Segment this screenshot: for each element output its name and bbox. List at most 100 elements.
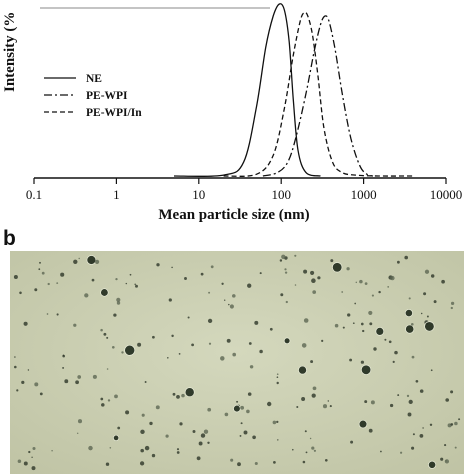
particle bbox=[125, 410, 130, 415]
particle bbox=[208, 342, 212, 345]
particle bbox=[283, 337, 291, 345]
particle bbox=[228, 303, 230, 306]
particle bbox=[404, 255, 408, 260]
particle bbox=[224, 412, 229, 417]
particle bbox=[100, 397, 104, 401]
particle bbox=[113, 313, 117, 317]
particle bbox=[77, 375, 82, 379]
particle bbox=[176, 395, 180, 399]
particle bbox=[88, 445, 93, 451]
particle bbox=[105, 462, 110, 466]
particle bbox=[210, 265, 214, 269]
particle bbox=[101, 403, 105, 407]
particle bbox=[91, 278, 95, 282]
particle bbox=[176, 448, 180, 451]
particle bbox=[167, 357, 169, 359]
particle bbox=[192, 430, 196, 433]
particle bbox=[171, 266, 173, 269]
particle bbox=[254, 320, 259, 325]
particles bbox=[13, 254, 461, 471]
particle bbox=[237, 462, 241, 467]
particle bbox=[349, 358, 353, 362]
particle bbox=[14, 365, 17, 369]
particle bbox=[184, 387, 195, 398]
particle bbox=[230, 458, 234, 462]
particle bbox=[405, 324, 415, 334]
legend-label: PE-WPI/In bbox=[86, 107, 142, 119]
particle bbox=[23, 321, 28, 326]
particle bbox=[428, 460, 437, 469]
x-tick-label: 100 bbox=[271, 187, 291, 202]
particle bbox=[277, 439, 279, 441]
particle bbox=[196, 456, 201, 461]
series-line-pe-wpi bbox=[262, 15, 374, 177]
particle bbox=[302, 460, 306, 464]
particle bbox=[433, 300, 437, 304]
particle bbox=[450, 390, 454, 394]
particle bbox=[27, 369, 30, 371]
x-tick-label: 10000 bbox=[430, 187, 463, 202]
particle bbox=[280, 293, 284, 297]
particle bbox=[430, 274, 435, 278]
particle bbox=[312, 386, 317, 391]
particle bbox=[151, 453, 156, 458]
particle bbox=[135, 284, 138, 288]
particle bbox=[450, 423, 454, 426]
particle bbox=[109, 447, 112, 449]
particle bbox=[384, 338, 387, 341]
particle bbox=[16, 389, 19, 392]
particle bbox=[310, 270, 315, 275]
particle bbox=[247, 392, 252, 396]
particle bbox=[303, 318, 309, 323]
particle bbox=[155, 405, 160, 410]
particle bbox=[298, 365, 307, 375]
particle bbox=[285, 300, 288, 304]
particle bbox=[408, 297, 411, 300]
particle bbox=[23, 461, 28, 466]
particle bbox=[207, 318, 213, 324]
particle bbox=[346, 267, 350, 271]
particle bbox=[21, 380, 25, 385]
particle bbox=[294, 254, 297, 257]
particle bbox=[100, 328, 103, 332]
particle bbox=[200, 272, 204, 276]
particle bbox=[243, 430, 248, 435]
particle bbox=[34, 382, 39, 387]
particle bbox=[397, 260, 400, 264]
particle bbox=[32, 446, 36, 451]
particle bbox=[75, 380, 79, 385]
particle bbox=[388, 340, 392, 344]
particle bbox=[440, 457, 444, 461]
particle bbox=[281, 254, 286, 259]
particle bbox=[100, 288, 109, 297]
y-axis-label: Intensity (% bbox=[2, 12, 18, 92]
particle bbox=[187, 316, 190, 319]
curves bbox=[173, 3, 414, 178]
particle bbox=[247, 283, 252, 288]
legend-label: NE bbox=[86, 73, 102, 85]
particle bbox=[232, 352, 237, 357]
particle bbox=[107, 399, 111, 402]
particle bbox=[305, 451, 308, 454]
legend-label: PE-WPI bbox=[86, 90, 128, 102]
legend: NE PE-WPI PE-WPI/In bbox=[44, 73, 142, 119]
particle bbox=[239, 434, 242, 437]
particle bbox=[248, 342, 252, 345]
particle bbox=[360, 360, 365, 364]
particle bbox=[207, 407, 212, 412]
particle bbox=[373, 347, 377, 351]
micrograph-panel: b bbox=[3, 227, 464, 474]
particle bbox=[342, 326, 345, 329]
particle bbox=[311, 393, 316, 398]
particle bbox=[221, 282, 224, 285]
particle bbox=[198, 441, 203, 446]
particle bbox=[236, 400, 239, 403]
particle bbox=[390, 275, 395, 281]
particle bbox=[137, 342, 142, 347]
particle bbox=[144, 381, 147, 383]
particle bbox=[103, 332, 107, 336]
particle bbox=[419, 434, 424, 438]
particle bbox=[76, 432, 79, 435]
particle bbox=[152, 335, 155, 339]
particle bbox=[360, 364, 372, 375]
